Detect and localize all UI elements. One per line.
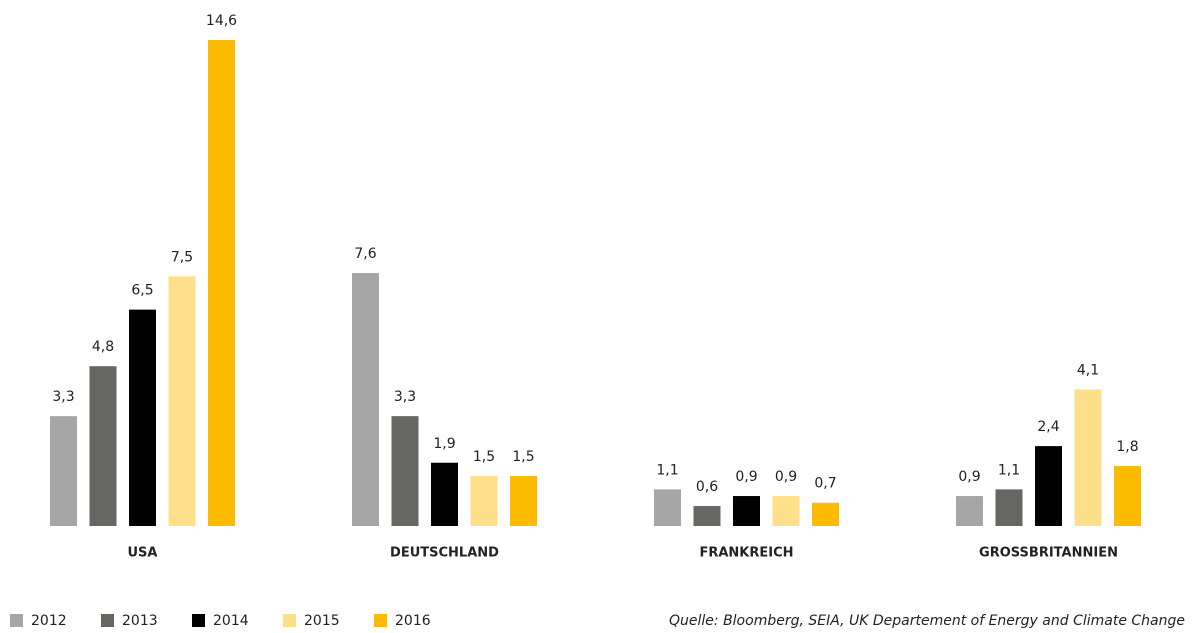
bar [208,40,235,526]
bar [654,489,681,526]
value-label: 1,5 [473,449,495,465]
bar [693,506,721,526]
bar [995,489,1023,526]
bar [1074,389,1102,526]
value-label: 4,8 [92,339,114,355]
value-label: 1,5 [512,449,534,465]
value-label: 2,4 [1037,419,1059,435]
value-label: 14,6 [206,13,237,29]
value-label: 1,8 [1116,439,1138,455]
value-label: 0,9 [958,469,980,485]
legend-swatch [374,614,387,627]
value-label: 0,7 [814,476,836,492]
legend-label: 2012 [31,613,67,629]
value-label: 0,6 [696,479,718,495]
bar [391,416,419,526]
legend-swatch [283,614,296,627]
bar [470,476,498,526]
value-label: 1,9 [433,436,455,452]
value-label: 1,1 [656,462,678,478]
value-label: 3,3 [52,389,74,405]
bar [50,416,77,526]
bar [1035,446,1062,526]
value-label: 0,9 [735,469,757,485]
bar [168,276,196,526]
value-label: 1,1 [998,462,1020,478]
value-label: 6,5 [131,283,153,299]
value-label: 7,6 [354,246,376,262]
bar [352,273,379,526]
bar [431,462,458,526]
legend-swatch [10,614,23,627]
bar [812,502,839,526]
source-note: Quelle: Bloomberg, SEIA, UK Departement … [669,613,1185,629]
bar [1114,466,1141,526]
legend-swatch [192,614,205,627]
bar [956,496,983,526]
legend-label: 2016 [395,613,431,629]
bar [89,366,117,526]
category-label: FRANKREICH [699,546,793,561]
bar [772,496,800,526]
bar [733,496,760,526]
category-label: GROSSBRITANNIEN [979,546,1118,561]
value-label: 4,1 [1077,363,1099,379]
category-label: DEUTSCHLAND [390,546,499,561]
value-label: 7,5 [171,249,193,265]
legend-label: 2014 [213,613,249,629]
bar [129,309,156,526]
bar [510,476,537,526]
legend-swatch [101,614,114,627]
legend-label: 2013 [122,613,158,629]
category-label: USA [128,546,158,561]
legend-label: 2015 [304,613,340,629]
value-label: 0,9 [775,469,797,485]
value-label: 3,3 [394,389,416,405]
